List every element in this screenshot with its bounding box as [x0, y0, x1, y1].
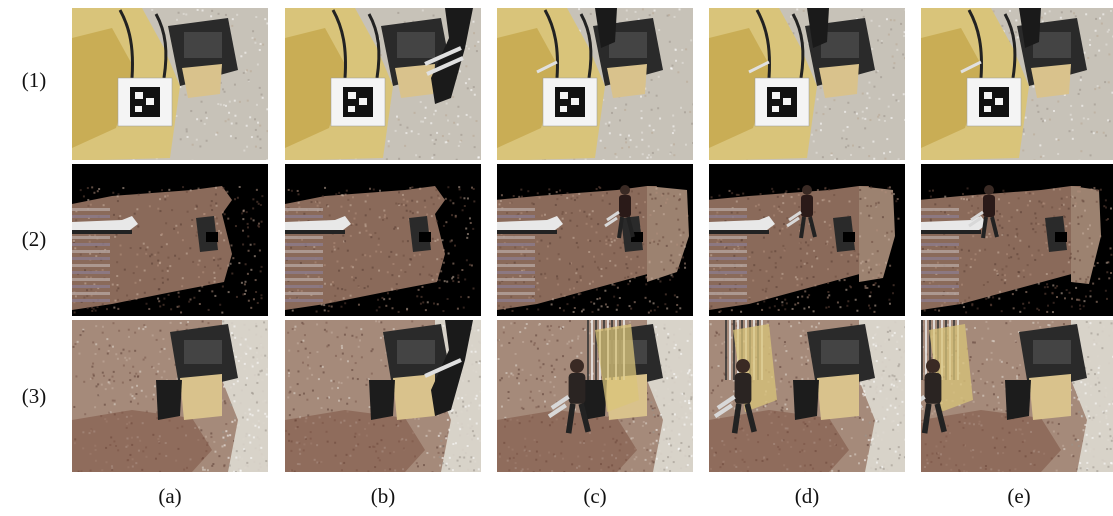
tile-image: [921, 320, 1113, 472]
figure-tile-blended-view: [72, 320, 268, 472]
tile-image: [72, 8, 268, 160]
figure-tile-projected-view: [497, 164, 693, 316]
figure-tile-camera-image: [72, 8, 268, 160]
tile-image: [921, 8, 1113, 160]
tile-image: [497, 8, 693, 160]
column-label: (b): [370, 484, 396, 508]
column-label: (e): [1007, 484, 1031, 508]
figure-tile-camera-image: [921, 8, 1113, 160]
figure-tile-camera-image: [285, 8, 481, 160]
figure-tile-blended-view: [285, 320, 481, 472]
row-label: (3): [21, 384, 47, 408]
column-label: (a): [158, 484, 182, 508]
tile-image: [921, 164, 1113, 316]
column-label: (d): [794, 484, 820, 508]
row-label: (1): [21, 68, 47, 92]
tile-image: [709, 164, 905, 316]
figure-tile-projected-view: [921, 164, 1113, 316]
tile-image: [709, 8, 905, 160]
row-label: (2): [21, 227, 47, 251]
tile-image: [497, 320, 693, 472]
tile-image: [285, 8, 481, 160]
figure-tile-projected-view: [285, 164, 481, 316]
figure-tile-blended-view: [921, 320, 1113, 472]
tile-image: [497, 164, 693, 316]
figure-tile-camera-image: [497, 8, 693, 160]
figure-tile-projected-view: [709, 164, 905, 316]
figure-tile-blended-view: [497, 320, 693, 472]
figure-tile-camera-image: [709, 8, 905, 160]
figure-tile-blended-view: [709, 320, 905, 472]
tile-image: [285, 164, 481, 316]
column-label: (c): [583, 484, 607, 508]
tile-image: [72, 164, 268, 316]
figure-tile-projected-view: [72, 164, 268, 316]
tile-image: [709, 320, 905, 472]
tile-image: [72, 320, 268, 472]
tile-image: [285, 320, 481, 472]
